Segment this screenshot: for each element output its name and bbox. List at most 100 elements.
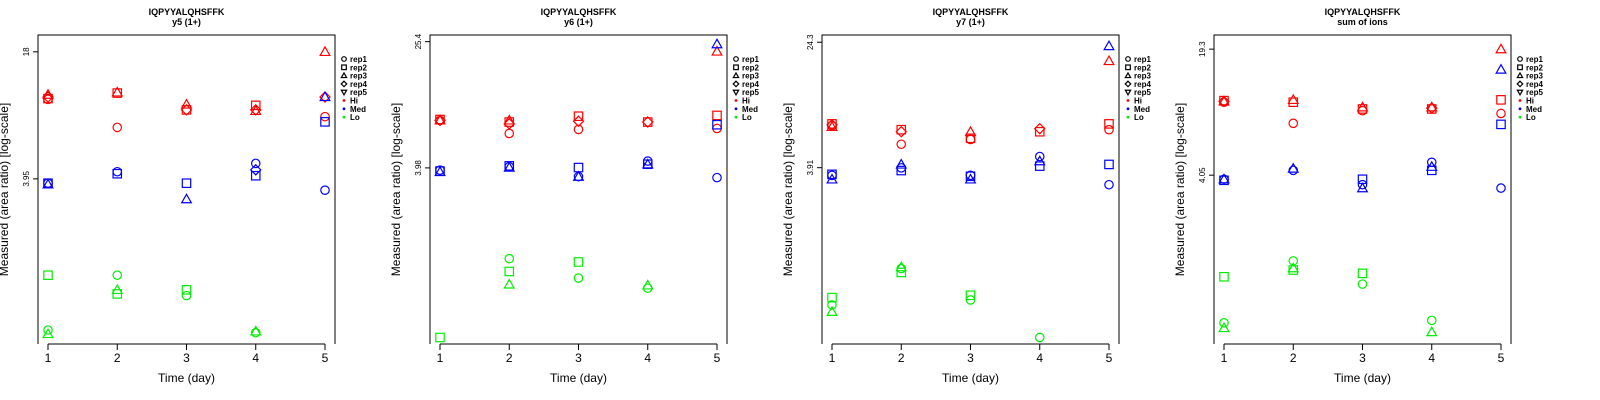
legend-marker xyxy=(1516,71,1524,79)
data-point xyxy=(896,139,907,150)
data-point xyxy=(895,158,908,169)
data-point xyxy=(896,124,907,135)
x-tick-label: 1 xyxy=(1221,351,1228,365)
data-point xyxy=(1218,95,1230,106)
legend-label: Hi xyxy=(1526,97,1534,106)
legend-marker xyxy=(1517,64,1523,71)
legend-marker xyxy=(732,71,740,79)
data-point xyxy=(572,170,585,181)
legend-label: Med xyxy=(742,105,758,114)
legend-marker xyxy=(1126,107,1130,111)
data-point xyxy=(503,117,516,130)
data-point xyxy=(1287,262,1300,273)
data-point xyxy=(1103,39,1115,51)
data-point xyxy=(250,170,261,181)
x-tick-label: 5 xyxy=(322,351,329,365)
legend-marker xyxy=(1518,107,1522,111)
data-point xyxy=(1219,271,1229,282)
legend-marker xyxy=(734,107,738,111)
data-point xyxy=(1288,256,1299,266)
legend-marker xyxy=(341,56,347,62)
data-point xyxy=(1496,119,1506,130)
data-point xyxy=(964,125,977,136)
data-point xyxy=(1495,63,1507,74)
legend-label: Hi xyxy=(1134,97,1142,106)
x-axis-label: Time (day) xyxy=(550,371,607,385)
chart-title: IQPYYALQHSFFK xyxy=(149,7,225,17)
x-tick-label: 4 xyxy=(1036,351,1043,365)
x-tick-label: 1 xyxy=(829,351,836,365)
data-point xyxy=(435,332,445,343)
data-point xyxy=(1495,43,1507,54)
data-point xyxy=(1357,279,1368,289)
legend-marker xyxy=(1126,115,1130,119)
data-point xyxy=(250,158,261,169)
legend-label: Lo xyxy=(742,113,752,122)
data-point xyxy=(180,98,193,109)
data-point xyxy=(1288,118,1299,129)
data-point xyxy=(249,104,262,116)
data-point xyxy=(1034,151,1045,162)
data-point xyxy=(827,169,837,180)
data-point xyxy=(434,114,446,127)
legend-label: rep1 xyxy=(1526,55,1543,64)
y-tick-label: 18 xyxy=(22,47,31,56)
legend-label: rep4 xyxy=(1134,80,1151,89)
data-point xyxy=(826,118,838,131)
legend-label: rep3 xyxy=(350,72,367,81)
legend-label: rep2 xyxy=(1526,63,1543,72)
data-point xyxy=(249,103,262,116)
data-point xyxy=(573,162,584,173)
data-point xyxy=(249,163,262,176)
data-point xyxy=(503,278,516,289)
x-tick-label: 5 xyxy=(1106,351,1113,365)
data-point xyxy=(965,133,976,144)
legend-marker xyxy=(1124,71,1132,79)
data-point xyxy=(111,86,124,97)
x-tick-label: 2 xyxy=(1290,351,1297,365)
legend-label: Hi xyxy=(350,97,358,106)
y-tick-label: 19.3 xyxy=(1198,41,1207,57)
data-point xyxy=(964,173,977,184)
data-point xyxy=(320,111,330,122)
y-axis-label: Measured (area ratio) [log-scale] xyxy=(0,103,11,276)
legend-marker xyxy=(734,115,738,119)
y-tick-label: 3.95 xyxy=(22,171,31,187)
data-point xyxy=(712,172,722,183)
legend-marker xyxy=(341,64,347,71)
x-tick-label: 3 xyxy=(183,351,190,365)
data-point xyxy=(1218,173,1230,184)
x-axis-label: Time (day) xyxy=(1334,371,1391,385)
legend-label: Med xyxy=(1134,105,1150,114)
y-tick-label: 3.98 xyxy=(414,160,423,176)
data-point xyxy=(641,279,654,290)
legend-label: Hi xyxy=(742,97,750,106)
data-point xyxy=(503,161,516,172)
data-point xyxy=(249,325,262,336)
x-tick-label: 4 xyxy=(252,351,259,365)
y-tick-label: 4.05 xyxy=(1198,167,1207,183)
legend-label: Lo xyxy=(1526,113,1536,122)
data-point xyxy=(712,110,722,121)
data-point xyxy=(250,100,261,111)
data-point xyxy=(181,290,192,301)
plot-frame xyxy=(429,34,728,344)
data-point xyxy=(112,168,123,179)
x-tick-label: 3 xyxy=(575,351,582,365)
legend-marker xyxy=(340,80,348,88)
data-point xyxy=(435,166,445,176)
data-point xyxy=(1034,126,1045,137)
x-tick-label: 4 xyxy=(1428,351,1435,365)
legend-label: rep4 xyxy=(350,80,367,89)
data-point xyxy=(896,165,907,176)
data-point xyxy=(434,114,446,125)
legend-label: Lo xyxy=(1134,113,1144,122)
data-point xyxy=(826,173,838,184)
legend-label: rep5 xyxy=(350,88,367,97)
data-point xyxy=(42,327,54,339)
x-tick-label: 3 xyxy=(1359,351,1366,365)
chart-subtitle: y7 (1+) xyxy=(956,17,985,27)
data-point xyxy=(1104,179,1114,190)
x-tick-label: 1 xyxy=(45,351,52,365)
